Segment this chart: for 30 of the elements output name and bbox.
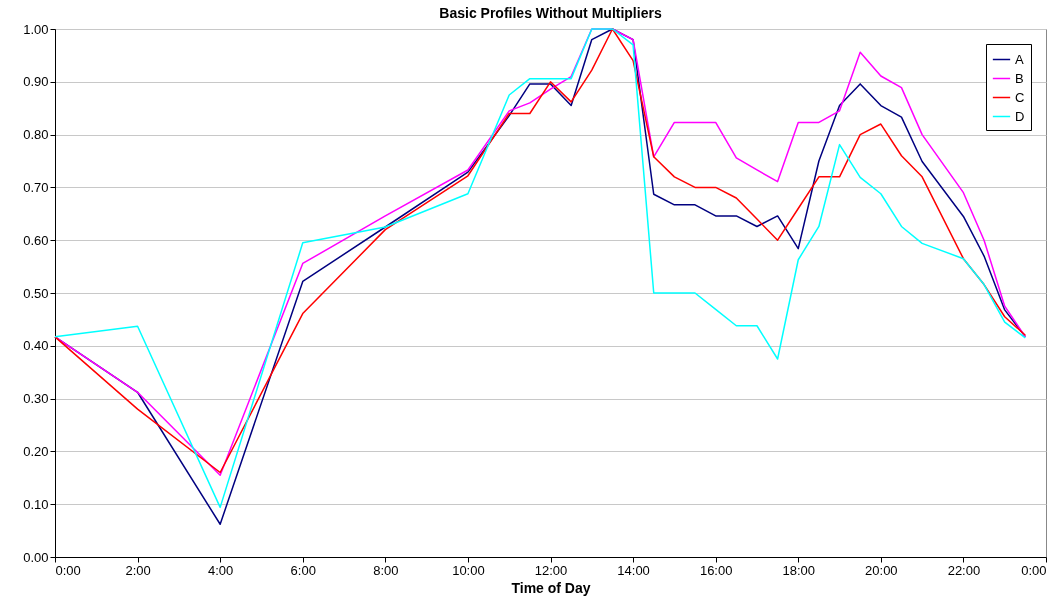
y-tick-label: 0.90 bbox=[23, 74, 49, 90]
legend-label: C bbox=[1015, 89, 1025, 105]
x-tick-label: 8:00 bbox=[373, 562, 399, 578]
y-tick-label: 0.40 bbox=[23, 338, 49, 354]
x-tick-label: 20:00 bbox=[865, 562, 898, 578]
legend-label: A bbox=[1015, 51, 1024, 67]
y-tick-label: 0.10 bbox=[23, 496, 49, 512]
x-tick-label: 12:00 bbox=[534, 562, 568, 578]
y-tick-label: 0.50 bbox=[23, 285, 49, 301]
x-tick-label: 2:00 bbox=[125, 562, 151, 578]
x-axis-title: Time of Day bbox=[511, 579, 591, 596]
x-tick-label: 6:00 bbox=[290, 562, 316, 578]
y-tick-label: 0.30 bbox=[23, 391, 49, 407]
legend-label: D bbox=[1015, 108, 1025, 124]
legend-label: B bbox=[1015, 70, 1024, 86]
x-tick-label: 0:00 bbox=[1021, 562, 1047, 578]
x-tick-label: 14:00 bbox=[617, 562, 650, 578]
x-tick-label: 4:00 bbox=[208, 562, 234, 578]
x-tick-label: 10:00 bbox=[452, 562, 485, 578]
y-tick-label: 1.00 bbox=[23, 21, 49, 37]
y-tick-label: 0.60 bbox=[23, 232, 49, 248]
x-tick-label: 18:00 bbox=[782, 562, 816, 578]
y-tick-label: 0.20 bbox=[23, 443, 49, 459]
chart-title: Basic Profiles Without Multipliers bbox=[439, 5, 662, 21]
y-tick-label: 0.70 bbox=[23, 179, 49, 195]
x-tick-label: 22:00 bbox=[947, 562, 981, 578]
x-tick-label: 16:00 bbox=[699, 562, 733, 578]
y-tick-label: 0.00 bbox=[23, 549, 49, 565]
y-tick-label: 0.80 bbox=[23, 127, 49, 143]
x-tick-label: 0:00 bbox=[55, 562, 81, 578]
